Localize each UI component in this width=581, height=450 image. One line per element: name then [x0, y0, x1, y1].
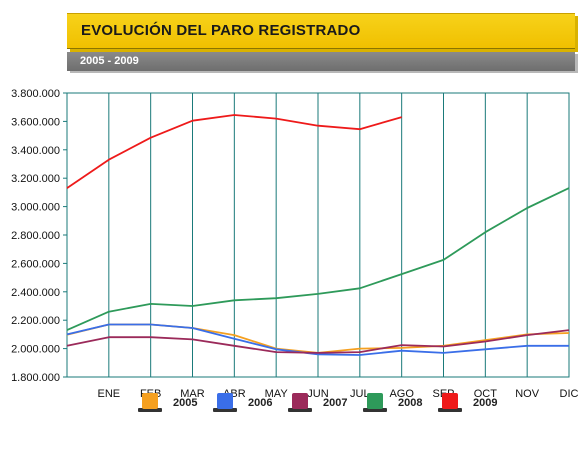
chart-title: EVOLUCIÓN DEL PARO REGISTRADO	[81, 22, 361, 39]
y-tick-label: 3.800.000	[11, 88, 60, 100]
x-tick-label: AGO	[389, 388, 414, 400]
legend-swatch-icon	[363, 393, 387, 412]
y-tick-label: 3.000.000	[11, 202, 60, 214]
legend: 2005 2006 2007 2008 2009	[138, 392, 558, 416]
legend-swatch-icon	[438, 393, 462, 412]
title-bar: EVOLUCIÓN DEL PARO REGISTRADO	[67, 13, 575, 49]
y-tick-label: 3.400.000	[11, 145, 60, 157]
series-line-2008	[66, 187, 570, 331]
x-tick-label: DIC	[560, 388, 579, 400]
series-line-2006	[66, 323, 569, 356]
legend-swatch-icon	[138, 393, 162, 412]
x-tick-label: JUN	[307, 388, 328, 400]
legend-label: 2005	[173, 397, 198, 409]
legend-label: 2007	[323, 397, 348, 409]
x-tick-label: ENE	[98, 388, 121, 400]
y-tick-label: 2.400.000	[11, 287, 60, 299]
chart-subtitle: 2005 - 2009	[80, 55, 139, 67]
legend-label: 2009	[473, 397, 498, 409]
y-tick-label: 2.600.000	[11, 258, 60, 270]
legend-swatch-icon	[288, 393, 312, 412]
y-tick-label: 1.800.000	[11, 372, 60, 384]
legend-label: 2006	[248, 397, 273, 409]
y-tick-label: 3.200.000	[11, 173, 60, 185]
x-tick-label: MAR	[180, 388, 205, 400]
series-line-2009	[66, 114, 402, 189]
y-tick-label: 3.600.000	[11, 116, 60, 128]
series-line-2007	[66, 329, 570, 354]
legend-swatch-icon	[213, 393, 237, 412]
y-tick-label: 2.000.000	[11, 344, 60, 356]
x-tick-label: MAY	[265, 388, 289, 400]
legend-label: 2008	[398, 397, 423, 409]
y-tick-label: 2.800.000	[11, 230, 60, 242]
y-tick-label: 2.200.000	[11, 315, 60, 327]
subtitle-bar: 2005 - 2009	[67, 52, 575, 71]
x-tick-label: NOV	[515, 388, 540, 400]
x-tick-label: OCT	[474, 388, 498, 400]
x-tick-label: JUL	[350, 388, 370, 400]
